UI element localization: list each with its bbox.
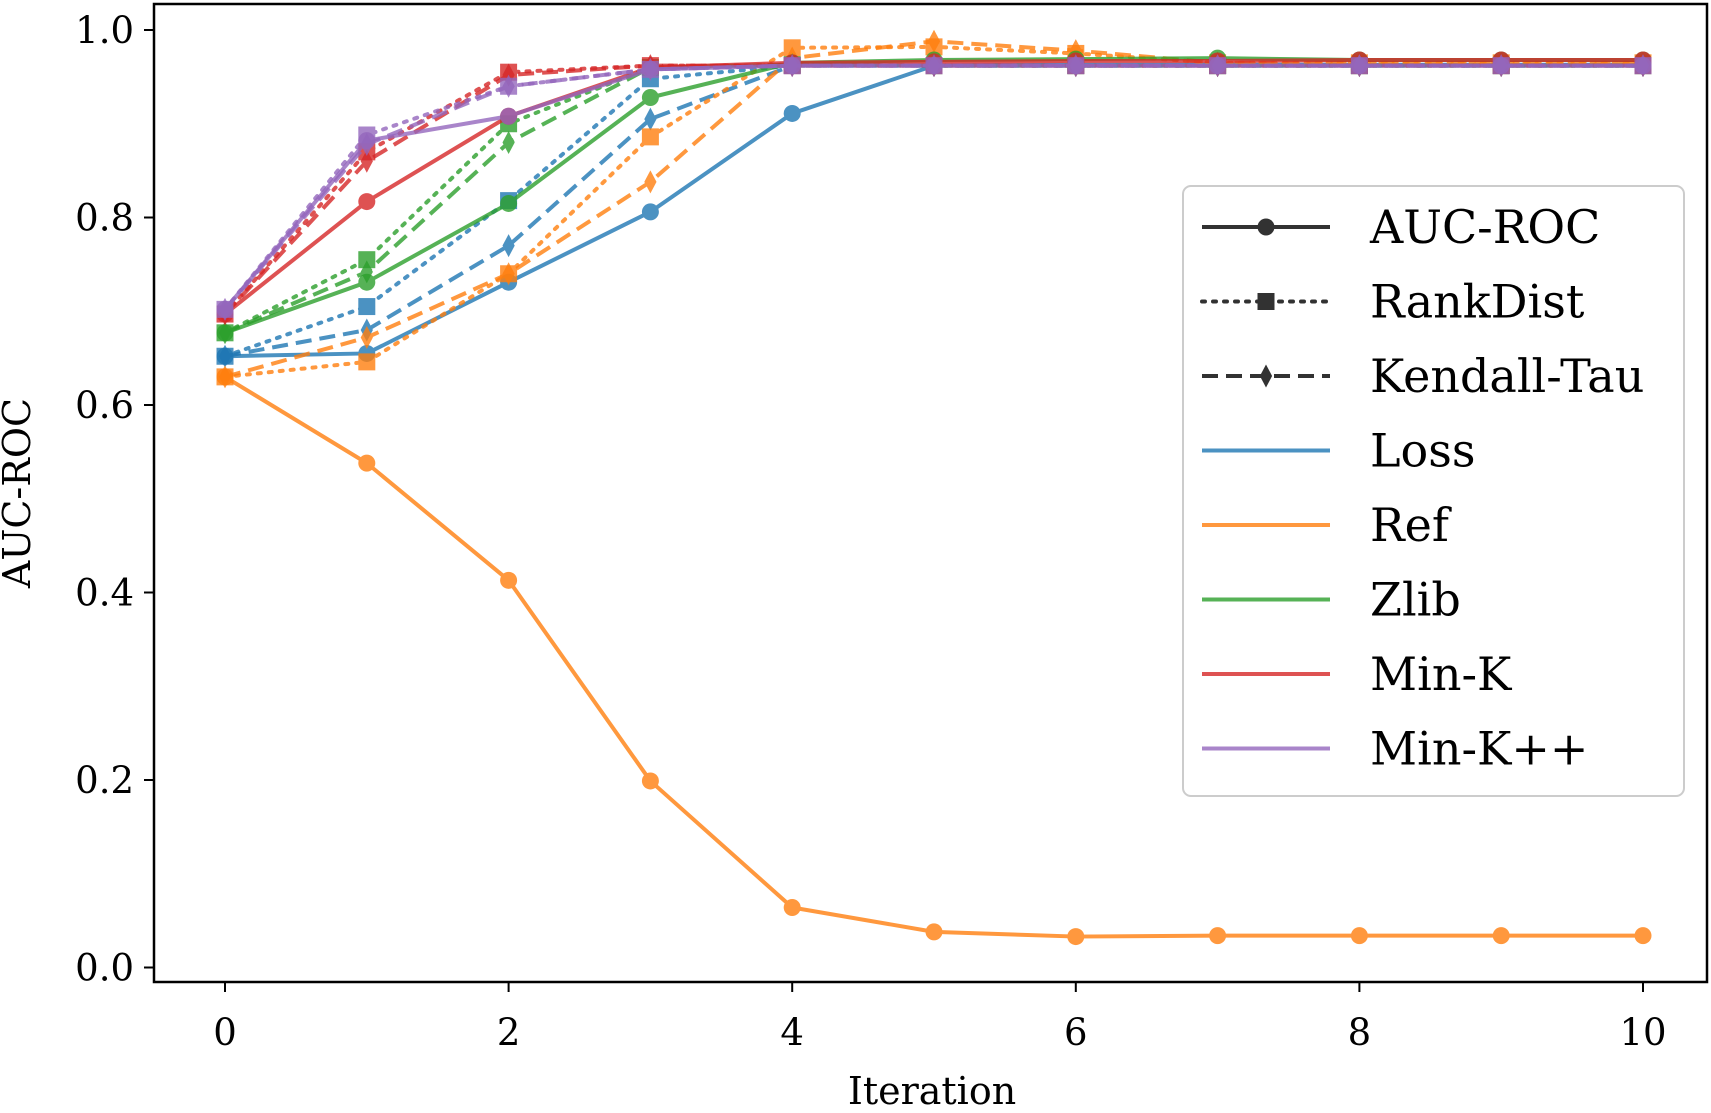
data-point xyxy=(1067,928,1085,946)
data-point xyxy=(500,571,518,589)
data-point xyxy=(644,107,657,131)
data-point xyxy=(502,234,515,258)
x-axis: 0 2 4 6 8 10 xyxy=(213,982,1667,1054)
series-line-loss-rankdist xyxy=(223,63,1645,359)
data-point xyxy=(644,170,657,194)
data-point xyxy=(218,344,232,368)
data-point xyxy=(1353,54,1366,78)
data-point xyxy=(927,29,941,53)
legend-entry-auc-roc xyxy=(1202,218,1330,236)
data-point xyxy=(360,132,373,156)
data-point xyxy=(1209,927,1227,945)
y-tick-label: 0.2 xyxy=(75,759,134,802)
legend-label: Loss xyxy=(1370,424,1475,478)
data-point xyxy=(644,57,657,81)
legend-label: RankDist xyxy=(1370,275,1585,329)
data-point xyxy=(358,353,376,371)
data-point xyxy=(502,131,515,154)
legend-marker xyxy=(1257,293,1275,310)
legend-marker xyxy=(1257,218,1275,236)
data-point xyxy=(360,149,373,173)
series-ref-auc-roc xyxy=(216,368,1652,946)
data-point xyxy=(641,203,659,221)
data-point xyxy=(1492,927,1510,945)
data-point xyxy=(641,89,659,106)
data-point xyxy=(360,260,373,284)
data-point xyxy=(500,107,518,125)
x-axis-label: Iteration xyxy=(848,1069,1016,1113)
plot-frame xyxy=(152,2,1709,984)
legend-label: AUC-ROC xyxy=(1369,200,1600,254)
y-tick-label: 1.0 xyxy=(75,9,134,52)
legend-label: Zlib xyxy=(1370,573,1461,627)
data-point xyxy=(925,923,943,941)
data-point xyxy=(360,326,373,349)
x-tick-label: 0 xyxy=(213,1011,237,1054)
data-point xyxy=(358,251,376,269)
legend-label: Kendall-Tau xyxy=(1370,349,1644,403)
x-tick-label: 6 xyxy=(1064,1011,1088,1054)
legend-label: Min-K++ xyxy=(1370,722,1588,776)
data-point xyxy=(783,104,801,122)
data-point xyxy=(502,74,515,98)
data-point xyxy=(358,454,376,472)
y-tick-label: 0.0 xyxy=(75,947,134,990)
legend-entry-kendall-tau xyxy=(1202,364,1330,388)
data-point xyxy=(500,194,518,212)
x-tick-label: 8 xyxy=(1348,1011,1372,1054)
data-point xyxy=(1069,54,1082,78)
data-point xyxy=(1634,927,1652,945)
data-point xyxy=(641,128,659,146)
y-tick-label: 0.4 xyxy=(75,572,134,615)
x-tick-label: 4 xyxy=(780,1011,804,1054)
legend: AUC-ROC RankDist Kendall-Tau Loss Ref Zlib Min… xyxy=(1182,185,1685,797)
legend-box xyxy=(1182,185,1685,797)
data-point xyxy=(1495,54,1508,78)
x-tick-label: 2 xyxy=(497,1011,521,1054)
legend-label: Ref xyxy=(1370,498,1452,552)
series-min-k-kendall-tau xyxy=(218,54,1650,321)
data-point xyxy=(641,772,659,790)
data-point xyxy=(218,365,232,389)
y-axis: 0.0 0.2 0.4 0.6 0.8 1.0 xyxy=(75,9,154,990)
data-point xyxy=(1350,927,1368,945)
series-layer xyxy=(216,29,1652,946)
y-tick-label: 0.8 xyxy=(75,197,134,240)
data-point xyxy=(358,193,376,211)
data-point xyxy=(1211,54,1224,78)
data-point xyxy=(218,321,232,345)
legend-label: Min-K xyxy=(1370,647,1513,701)
x-tick-label: 10 xyxy=(1619,1011,1666,1054)
data-point xyxy=(786,54,799,78)
legend-entry-rankdist xyxy=(1200,293,1332,310)
data-point xyxy=(783,899,801,916)
y-tick-label: 0.6 xyxy=(75,384,134,427)
data-point xyxy=(358,298,376,316)
data-point xyxy=(927,54,941,78)
y-axis-label: AUC-ROC xyxy=(0,398,39,589)
data-point xyxy=(1636,54,1650,78)
data-point xyxy=(218,297,232,321)
data-point xyxy=(502,262,515,286)
legend-marker xyxy=(1259,364,1273,388)
